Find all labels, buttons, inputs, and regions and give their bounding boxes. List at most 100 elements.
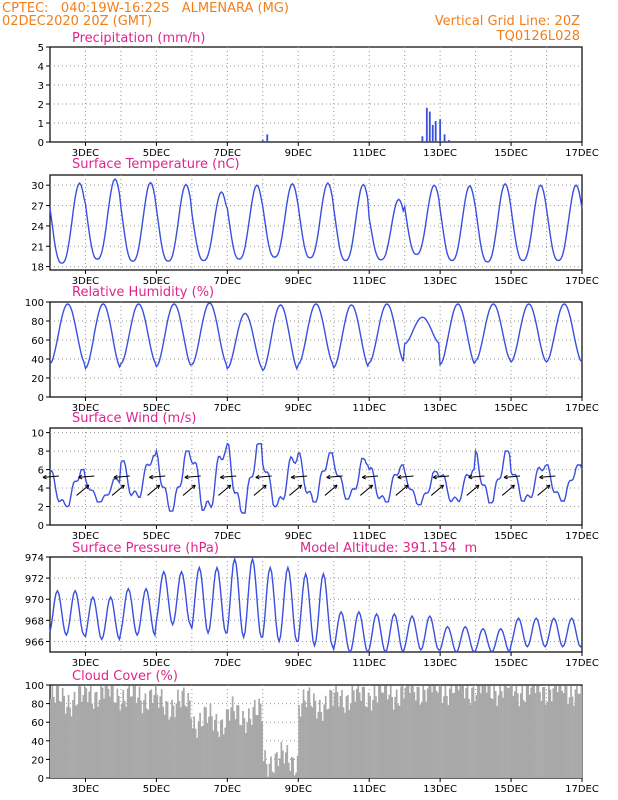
cloud-bar [95, 691, 98, 778]
cloud-bar [180, 707, 182, 778]
cloud-bar [338, 706, 340, 778]
cloud-bar [506, 687, 509, 778]
cloud-bar [116, 688, 119, 778]
cloud-bar [135, 702, 138, 778]
x-tick-label: 11DEC [352, 276, 386, 287]
cloud-bar [79, 686, 82, 778]
cloud-bar [477, 685, 479, 778]
cloud-bar [497, 695, 500, 778]
y-tick-label: 100 [25, 298, 44, 309]
cloud-bar [324, 695, 327, 778]
y-tick-label: 966 [25, 637, 44, 648]
cloud-bar [471, 687, 473, 778]
wind-arrow [468, 475, 485, 478]
cloud-bar [233, 711, 235, 778]
cloud-bar [249, 718, 252, 778]
cloud-bar [528, 694, 531, 778]
cloud-bar [64, 713, 67, 778]
cloud-bar [543, 686, 546, 778]
y-tick-label: 968 [25, 616, 44, 627]
x-tick-label: 11DEC [352, 658, 386, 669]
cloud-bar [187, 692, 190, 778]
wind-arrow [289, 484, 302, 496]
precip-bar [448, 140, 450, 142]
cloud-bar [129, 696, 132, 778]
cloud-bar [459, 685, 462, 778]
wind-arrow [324, 484, 338, 496]
wind-arrowhead [545, 484, 551, 490]
cloud-bar [110, 685, 113, 778]
cloud-bar [386, 699, 389, 778]
x-tick-label: 9DEC [285, 658, 312, 669]
cloud-bar [163, 714, 166, 778]
cloud-bar [89, 685, 92, 778]
cloud-bar [549, 689, 552, 778]
cloud-bar [112, 685, 114, 778]
x-tick-label: 13DEC [423, 148, 457, 159]
cloud-bar [88, 691, 91, 778]
cloud-bar [562, 693, 565, 778]
cloud-bar [556, 692, 559, 778]
wind-arrow [466, 484, 480, 496]
x-tick-label: 5DEC [143, 531, 170, 542]
cloud-bar [289, 770, 292, 778]
cloud-bar [558, 685, 561, 778]
y-tick-label: 974 [25, 553, 44, 564]
cloud-bar [357, 685, 360, 778]
wind-arrowhead [397, 474, 402, 480]
wind-arrowhead [113, 474, 118, 480]
wind-arrow [537, 484, 551, 496]
pressure-title: Surface Pressure (hPa) [72, 541, 219, 556]
cloud-bar [239, 724, 241, 778]
wind-arrowhead [78, 474, 83, 480]
cloud-bar [147, 709, 150, 778]
cloud-bar [308, 687, 311, 778]
cloud-bar [107, 688, 110, 778]
cloud-bar [216, 731, 219, 778]
cloud-bar [256, 715, 259, 778]
cloud-bar [370, 710, 373, 778]
cloud-bar [63, 695, 65, 778]
cloud-bar [522, 700, 525, 778]
cloud-bar [252, 707, 255, 778]
cloud-bar [348, 709, 351, 778]
cloud-bar [270, 756, 272, 778]
x-tick-label: 9DEC [285, 148, 312, 159]
cloud-bar [81, 701, 83, 778]
cloud-bar [82, 695, 85, 778]
wind-arrowhead [191, 484, 196, 490]
cloud-bar [344, 712, 346, 778]
cloud-bar [246, 722, 249, 778]
cloud-bar [267, 776, 269, 778]
x-tick-label: 7DEC [214, 276, 241, 287]
cloud-bar [339, 695, 342, 778]
wind-arrow [218, 484, 232, 496]
cloud-bar [521, 685, 524, 778]
precip-bar [431, 124, 434, 142]
cloud-bar [378, 685, 380, 778]
cloud-bar [150, 689, 153, 778]
cloud-bar [537, 685, 540, 778]
wind-arrowhead [468, 474, 473, 480]
cloud-bar [484, 685, 487, 778]
wind-arrow [326, 475, 343, 478]
cloud-bar [444, 685, 447, 778]
wind-arrowhead [226, 484, 232, 490]
cloud-bar [214, 719, 216, 778]
cloud-bar [533, 685, 535, 778]
cloud-bar [178, 701, 181, 778]
cloud-bar [407, 685, 410, 778]
y-tick-label: 0 [38, 393, 44, 404]
cloud-bar [304, 700, 306, 778]
cloud-bar [242, 711, 244, 778]
y-tick-label: 0 [38, 774, 44, 785]
cloud-bar [367, 692, 370, 778]
cloud-bar [302, 689, 305, 778]
wind-arrowhead [368, 484, 374, 490]
cloud-bar [73, 691, 76, 778]
cloud-bar [224, 727, 227, 778]
cloud-bar [138, 686, 141, 778]
cloud-bar [215, 713, 218, 778]
cloud-bar [364, 706, 367, 778]
wind-arrowhead [439, 484, 444, 490]
